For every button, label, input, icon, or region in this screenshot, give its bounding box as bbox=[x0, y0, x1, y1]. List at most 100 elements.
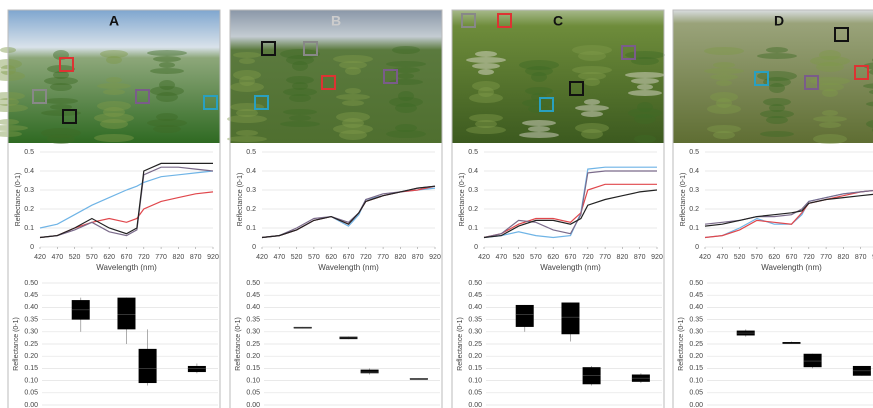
x-tick-label: 470 bbox=[273, 254, 285, 261]
y-tick-label: 0.05 bbox=[24, 390, 38, 397]
y-tick-label: 0.15 bbox=[24, 365, 38, 372]
photo-texture bbox=[156, 113, 178, 121]
photo-texture bbox=[519, 60, 559, 70]
y-tick-label: 0.10 bbox=[246, 377, 260, 384]
photo-texture bbox=[713, 62, 735, 68]
y-tick-label: 0.05 bbox=[246, 390, 260, 397]
photo-texture bbox=[763, 98, 791, 106]
spectrum-line bbox=[40, 192, 213, 238]
photo-texture bbox=[147, 50, 187, 56]
photo-texture bbox=[704, 68, 744, 74]
y-tick-label: 0.1 bbox=[24, 225, 34, 232]
x-tick-label: 720 bbox=[803, 254, 815, 261]
photo-texture bbox=[395, 124, 417, 132]
photo-texture bbox=[572, 66, 612, 74]
box bbox=[188, 366, 206, 372]
photo-texture bbox=[97, 101, 131, 111]
y-tick-label: 0.45 bbox=[24, 292, 38, 299]
spectrum-line bbox=[40, 171, 213, 228]
photo-texture bbox=[336, 112, 370, 122]
x-axis-label: Wavelength (nm) bbox=[96, 263, 157, 272]
photo-texture bbox=[819, 50, 841, 60]
y-tick-label: 0.4 bbox=[24, 168, 34, 175]
y-tick-label: 0.20 bbox=[689, 353, 703, 360]
x-tick-label: 570 bbox=[86, 254, 98, 261]
x-tick-label: 870 bbox=[855, 254, 867, 261]
y-tick-label: 0.00 bbox=[246, 402, 260, 408]
photo-texture bbox=[333, 55, 373, 63]
photo: C bbox=[452, 10, 665, 143]
y-tick-label: 0.50 bbox=[689, 280, 703, 287]
y-tick-label: 0.3 bbox=[24, 187, 34, 194]
photo-texture bbox=[280, 121, 320, 127]
photo-texture bbox=[398, 91, 414, 101]
y-tick-label: 0.40 bbox=[24, 304, 38, 311]
y-tick-label: 0.35 bbox=[246, 316, 260, 323]
photo-texture bbox=[466, 57, 506, 63]
y-tick-label: 0.10 bbox=[689, 377, 703, 384]
y-axis-label: Reflectance (0-1) bbox=[459, 173, 466, 227]
x-tick-label: 620 bbox=[547, 254, 559, 261]
x-tick-label: 720 bbox=[138, 254, 150, 261]
x-tick-label: 670 bbox=[121, 254, 133, 261]
photo-texture bbox=[575, 105, 609, 111]
photo-texture bbox=[336, 94, 370, 100]
photo-texture bbox=[637, 84, 653, 90]
photo-texture bbox=[528, 126, 550, 132]
photo-texture bbox=[625, 51, 665, 59]
x-tick-label: 420 bbox=[478, 254, 490, 261]
x-tick-label: 820 bbox=[395, 254, 407, 261]
photo-texture bbox=[575, 123, 609, 133]
x-tick-label: 920 bbox=[207, 254, 219, 261]
y-tick-label: 0.35 bbox=[24, 316, 38, 323]
x-tick-label: 570 bbox=[308, 254, 320, 261]
photo-texture bbox=[637, 102, 653, 112]
y-tick-label: 0.15 bbox=[689, 365, 703, 372]
photo-texture bbox=[469, 114, 503, 122]
photo-texture bbox=[398, 73, 414, 79]
x-tick-label: 770 bbox=[820, 254, 832, 261]
y-tick-label: 0.4 bbox=[246, 168, 256, 175]
spectrum-line bbox=[484, 190, 657, 238]
y-tick-label: 0.3 bbox=[246, 187, 256, 194]
x-tick-label: 820 bbox=[617, 254, 629, 261]
x-tick-label: 620 bbox=[325, 254, 337, 261]
box bbox=[561, 303, 579, 335]
y-tick-label: 0.30 bbox=[689, 329, 703, 336]
y-tick-label: 0.2 bbox=[24, 206, 34, 213]
y-tick-label: 0.25 bbox=[689, 341, 703, 348]
panel-label: C bbox=[553, 13, 563, 29]
figure: ABCD00.10.20.30.40.542047052057062067072… bbox=[0, 0, 873, 408]
y-tick-label: 0.50 bbox=[246, 280, 260, 287]
photo-texture bbox=[150, 68, 184, 74]
box bbox=[361, 370, 379, 374]
box bbox=[804, 354, 822, 367]
y-tick-label: 0.05 bbox=[689, 390, 703, 397]
y-axis-label: Reflectance (0-1) bbox=[678, 317, 685, 371]
y-tick-label: 0.50 bbox=[24, 280, 38, 287]
spectrum-line bbox=[262, 186, 435, 237]
photo-texture bbox=[44, 98, 78, 104]
x-tick-label: 620 bbox=[768, 254, 780, 261]
y-tick-label: 0.25 bbox=[246, 341, 260, 348]
y-tick-label: 0.45 bbox=[468, 292, 482, 299]
photo: B bbox=[227, 10, 442, 143]
x-tick-label: 670 bbox=[343, 254, 355, 261]
x-axis-label: Wavelength (nm) bbox=[318, 263, 379, 272]
photo-texture bbox=[286, 76, 314, 84]
y-tick-label: 0.50 bbox=[468, 280, 482, 287]
photo-texture bbox=[572, 45, 612, 55]
y-axis-label: Reflectance (0-1) bbox=[15, 173, 22, 227]
y-tick-label: 0.10 bbox=[468, 377, 482, 384]
x-tick-label: 570 bbox=[530, 254, 542, 261]
y-tick-label: 0.4 bbox=[468, 168, 478, 175]
x-tick-label: 520 bbox=[291, 254, 303, 261]
y-tick-label: 0.1 bbox=[246, 225, 256, 232]
photo-texture bbox=[94, 134, 134, 142]
photo: D bbox=[673, 10, 873, 144]
x-tick-label: 470 bbox=[51, 254, 63, 261]
photo-texture bbox=[716, 80, 732, 86]
y-tick-label: 0.20 bbox=[246, 353, 260, 360]
x-tick-label: 820 bbox=[173, 254, 185, 261]
photo-texture bbox=[342, 100, 364, 106]
